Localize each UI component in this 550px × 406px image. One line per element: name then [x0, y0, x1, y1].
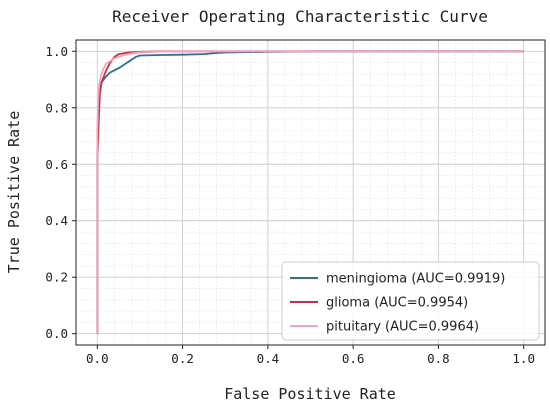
x-tick-label: 0.0 [86, 351, 109, 366]
x-tick-label: 1.0 [512, 351, 535, 366]
legend-label: glioma (AUC=0.9954) [326, 296, 468, 311]
x-tick-label: 0.6 [342, 351, 365, 366]
minor-grid [76, 40, 545, 345]
chart-title: Receiver Operating Characteristic Curve [112, 7, 488, 26]
y-tick-label: 0.6 [45, 157, 68, 172]
x-axis-label: False Positive Rate [224, 385, 396, 403]
y-tick-label: 0.4 [45, 213, 68, 228]
legend: meningioma (AUC=0.9919) glioma (AUC=0.995… [281, 261, 540, 341]
y-tick-label: 0.0 [45, 326, 68, 341]
y-axis-label: True Positive Rate [5, 111, 23, 274]
y-tick-label: 1.0 [45, 44, 68, 59]
x-tick-label: 0.2 [171, 351, 194, 366]
legend-label: meningioma (AUC=0.9919) [326, 272, 505, 287]
legend-box [281, 261, 540, 341]
y-tick-label: 0.8 [45, 100, 68, 115]
x-tick-label: 0.8 [427, 351, 450, 366]
x-tick-label: 0.4 [257, 351, 280, 366]
ticks-layer: 0.0 0.2 0.4 0.6 0.8 1.0 0.0 0.2 0.4 0.6 0.8 1.0 [45, 44, 535, 366]
legend-label: pituitary (AUC=0.9964) [326, 320, 479, 335]
series-layer [96, 50, 524, 334]
y-tick-label: 0.2 [45, 270, 68, 285]
plot-frame [75, 39, 546, 346]
roc-line-pituitary [96, 50, 524, 334]
